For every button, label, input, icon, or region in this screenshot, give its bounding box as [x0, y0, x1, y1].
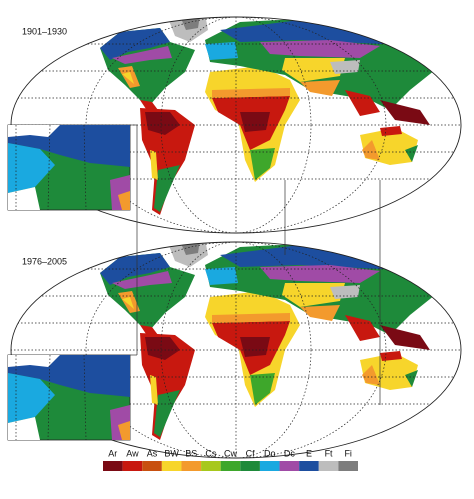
legend-swatch — [142, 461, 162, 471]
legend-swatch — [240, 461, 260, 471]
legend-swatch — [181, 461, 202, 471]
legend-swatch — [161, 461, 182, 471]
legend-swatch — [299, 461, 319, 471]
legend-swatch — [122, 461, 143, 471]
legend-label: Cs — [205, 448, 216, 458]
legend-label: Aw — [126, 448, 139, 458]
inset-top — [7, 124, 131, 211]
legend-swatch — [318, 461, 339, 471]
legend-label: Ft — [325, 448, 333, 458]
legend-label: Cf — [246, 448, 255, 458]
inset-bottom — [7, 354, 131, 441]
legend-label: Cw — [224, 448, 237, 458]
legend-label: As — [147, 448, 158, 458]
period-label: 1901–1930 — [22, 26, 67, 36]
legend-label: Do — [264, 448, 276, 458]
period-label: 1976–2005 — [22, 256, 67, 266]
legend-swatch — [220, 461, 241, 471]
connector-lines — [130, 124, 381, 405]
legend-swatch — [201, 461, 221, 471]
legend-label: Fi — [344, 448, 352, 458]
legend-swatch — [279, 461, 300, 471]
legend-swatch — [338, 461, 358, 471]
legend-label: Dc — [284, 448, 295, 458]
legend-swatch — [259, 461, 280, 471]
legend: Ar Aw As BW BS Cs Cw Cf Do Dc E Ft Fi — [103, 448, 358, 471]
legend-label: E — [306, 448, 312, 458]
legend-label: BS — [185, 448, 197, 458]
legend-swatch — [103, 461, 123, 471]
legend-label: Ar — [108, 448, 117, 458]
legend-label: BW — [164, 448, 179, 458]
